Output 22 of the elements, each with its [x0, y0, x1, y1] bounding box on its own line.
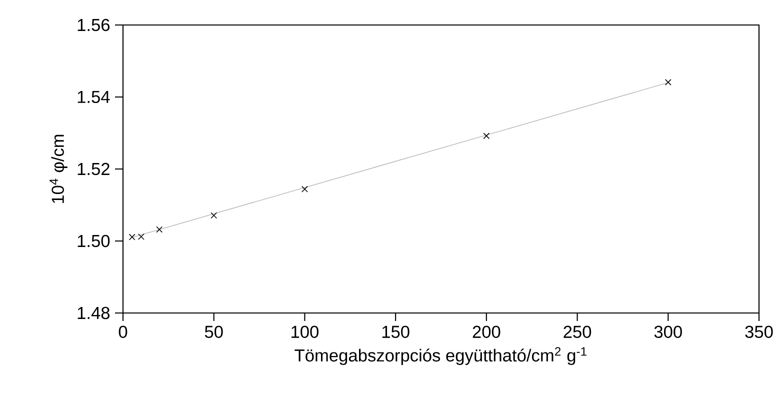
x-tick-label: 50	[204, 326, 223, 338]
y-tick-label: 1.50	[78, 234, 110, 248]
x-tick-label: 150	[382, 326, 410, 338]
point	[210, 212, 218, 219]
x-tick-label: 200	[472, 326, 500, 338]
x-tick-label: 0	[118, 326, 128, 338]
point	[301, 186, 308, 192]
y-tick-label: 1.48	[78, 306, 110, 320]
x-tick-label: 100	[292, 326, 318, 338]
x-axis-title: Tömegabszorpciós együttható/cm$^{2}$ g$^{-1}$	[294, 347, 586, 366]
y-tick-label: 1.56	[78, 18, 110, 32]
y-tick-label: 1.52	[78, 162, 110, 176]
x-tick-label: 250	[564, 326, 592, 338]
point	[128, 234, 136, 240]
x-tick-label: 350	[745, 326, 773, 338]
point	[138, 233, 144, 240]
x-tick-label: 300	[654, 326, 682, 338]
point	[483, 132, 490, 140]
point	[664, 79, 672, 86]
y-axis-title: 10$^{4}$ φ/cm	[50, 134, 68, 204]
point	[156, 226, 163, 233]
y-tick-label: 1.54	[78, 90, 110, 104]
